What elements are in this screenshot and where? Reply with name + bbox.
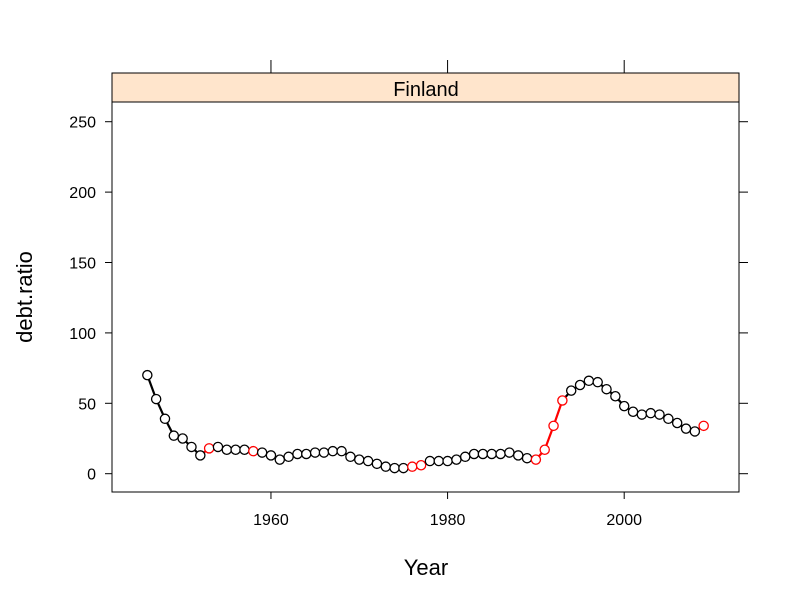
data-point xyxy=(654,409,665,420)
data-point xyxy=(504,447,515,458)
y-tick-label: 100 xyxy=(69,326,96,343)
data-point xyxy=(212,441,224,453)
data-point xyxy=(680,423,692,434)
data-point xyxy=(592,376,603,388)
data-point xyxy=(380,461,392,472)
y-axis: 0 50 100 150 200 250 xyxy=(69,115,748,484)
data-point xyxy=(671,417,683,429)
data-point xyxy=(548,420,559,432)
y-axis-label: debt.ratio xyxy=(12,251,37,343)
data-point xyxy=(512,450,524,461)
panel-title: Finland xyxy=(393,79,459,101)
y-tick-label: 0 xyxy=(87,467,96,484)
data-point xyxy=(468,448,480,460)
y-tick-label: 50 xyxy=(78,396,96,413)
x-tick-label: 1960 xyxy=(253,512,289,529)
data-point xyxy=(521,452,533,464)
data-point xyxy=(336,445,347,457)
data-point xyxy=(345,451,356,463)
data-point xyxy=(442,455,453,467)
data-point xyxy=(610,391,621,402)
data-point xyxy=(371,458,383,470)
data-point xyxy=(239,444,250,456)
panel-strip xyxy=(111,72,740,103)
data-point xyxy=(195,450,206,461)
data-point xyxy=(636,409,648,420)
data-point xyxy=(627,406,639,417)
data-point xyxy=(318,447,330,458)
data-point xyxy=(327,445,339,457)
data-point xyxy=(530,454,542,465)
data-point xyxy=(203,443,215,454)
data-point xyxy=(292,448,303,460)
data-point xyxy=(415,459,427,471)
data-point xyxy=(221,444,233,456)
data-point xyxy=(354,454,365,465)
data-point xyxy=(265,450,277,461)
data-point xyxy=(486,448,497,460)
data-point xyxy=(362,455,374,467)
data-point xyxy=(495,448,506,460)
data-point xyxy=(230,444,241,456)
y-tick-label: 200 xyxy=(69,185,96,202)
data-point xyxy=(601,383,612,395)
data-point xyxy=(583,375,595,387)
data-point xyxy=(186,441,197,453)
data-point xyxy=(301,448,312,460)
data-point xyxy=(433,455,444,467)
x-axis-label: Year xyxy=(404,555,448,580)
data-point xyxy=(424,455,436,467)
data-point xyxy=(283,451,294,463)
data-point xyxy=(159,413,171,425)
y-tick-label: 250 xyxy=(69,115,96,132)
data-point xyxy=(168,430,180,441)
plot-frame xyxy=(111,101,740,493)
data-point xyxy=(309,447,321,458)
x-tick-label: 1980 xyxy=(430,512,466,529)
data-point xyxy=(574,379,586,391)
data-point xyxy=(565,385,577,396)
data-point xyxy=(451,454,462,465)
y-tick-label: 150 xyxy=(69,256,96,273)
data-point xyxy=(389,462,400,474)
data-point xyxy=(618,400,630,412)
data-point xyxy=(663,413,674,425)
x-axis: 1960 1980 2000 xyxy=(253,60,642,529)
data-point xyxy=(557,395,568,406)
data-point xyxy=(477,448,489,460)
x-tick-label: 2000 xyxy=(606,512,642,529)
data-point xyxy=(274,454,286,465)
data-point xyxy=(398,462,409,474)
data-point xyxy=(698,420,709,432)
data-point xyxy=(142,369,153,381)
data-point xyxy=(689,426,701,437)
data-point xyxy=(150,393,162,405)
data-point xyxy=(248,445,259,457)
data-point xyxy=(256,447,268,458)
data-point xyxy=(177,433,188,444)
data-point xyxy=(645,407,656,419)
data-point xyxy=(407,461,418,472)
data-point xyxy=(459,451,471,463)
data-point xyxy=(539,444,550,456)
data-series xyxy=(142,369,709,474)
